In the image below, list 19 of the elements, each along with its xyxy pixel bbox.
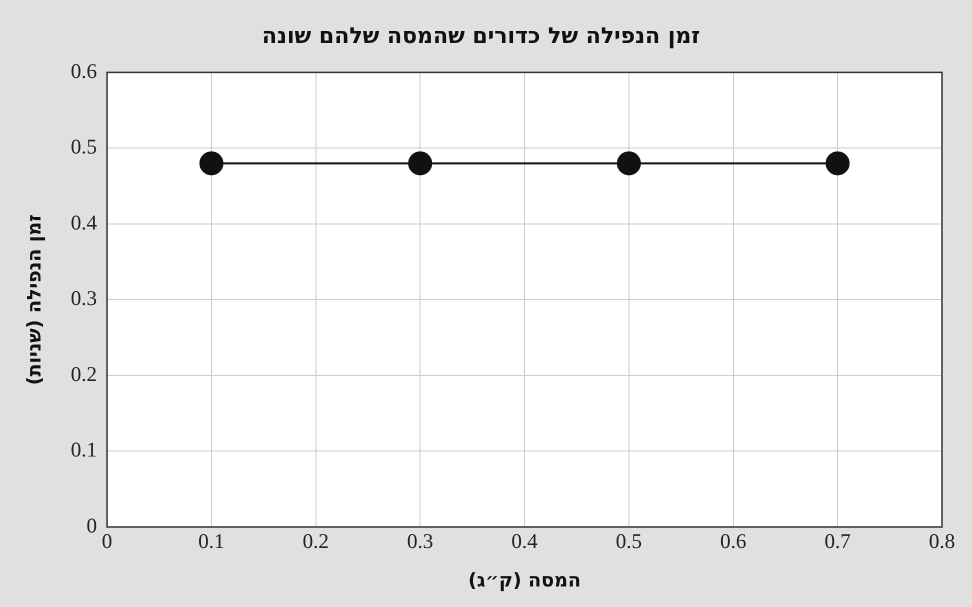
y-tick-label: 0.1 xyxy=(70,438,98,462)
y-tick-label: 0.6 xyxy=(70,58,98,83)
x-tick-label: 0.8 xyxy=(928,529,956,554)
x-tick-label: 0.4 xyxy=(511,529,538,554)
x-tick-label: 0 xyxy=(102,529,112,554)
chart-title: זמן הנפילה של כדורים שהמסה שלהם שונה xyxy=(262,24,700,49)
x-tick-label: 0.5 xyxy=(616,529,642,554)
x-tick-label: 0.3 xyxy=(407,529,434,554)
y-tick-label: 0.4 xyxy=(70,210,98,234)
y-axis-title: זמן הנפילה (שניות) xyxy=(23,214,46,386)
x-axis-title: המסה (ק״ג) xyxy=(468,570,581,592)
x-tick-label: 0.2 xyxy=(302,529,329,554)
y-tick-label: 0.3 xyxy=(70,286,98,310)
y-tick-label: 0.2 xyxy=(70,362,98,386)
y-tick-label: 0.5 xyxy=(70,134,98,159)
x-tick-label: 0.1 xyxy=(198,529,225,554)
y-tick-label: 0 xyxy=(86,514,98,538)
x-tick-label: 0.6 xyxy=(720,529,746,554)
x-tick-label: 0.7 xyxy=(824,529,851,554)
